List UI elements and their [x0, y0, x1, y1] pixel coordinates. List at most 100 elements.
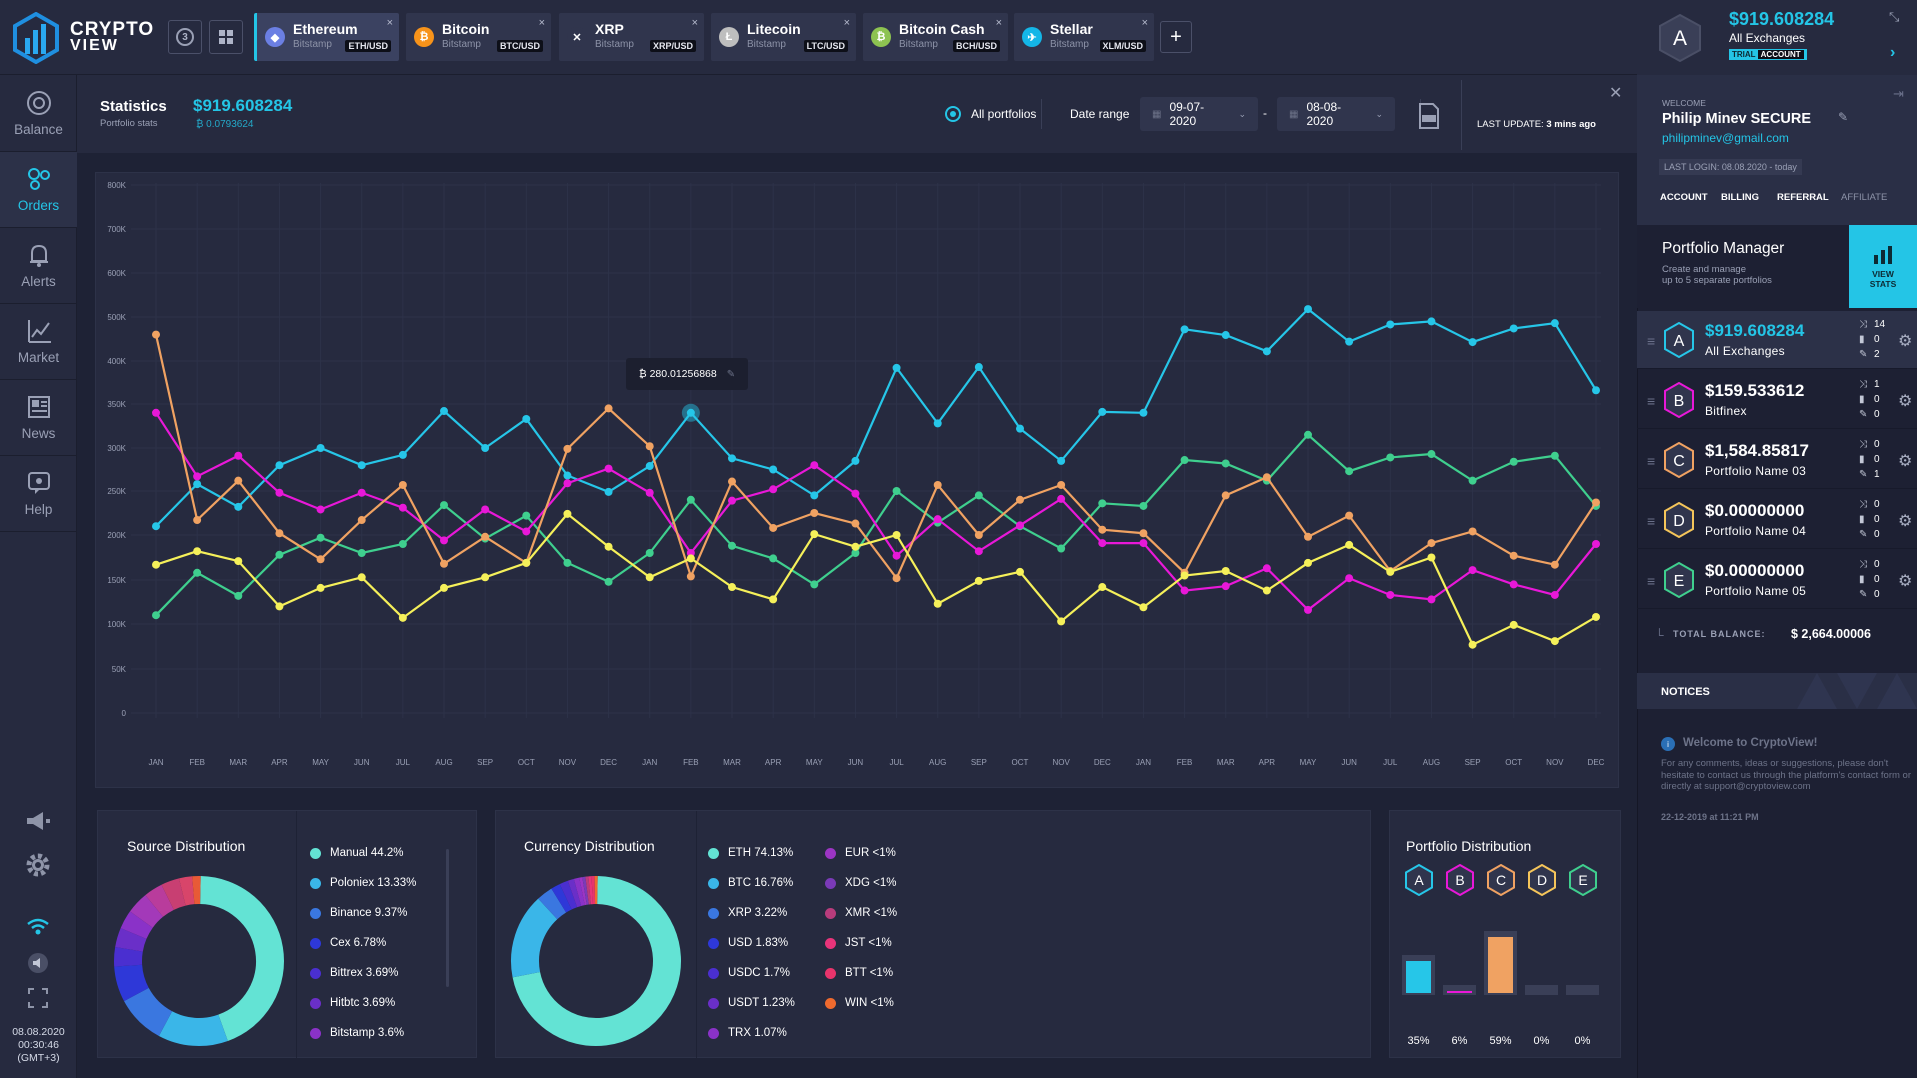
close-icon[interactable]: ×: [538, 17, 545, 29]
legend-label: JST <1%: [845, 937, 892, 949]
add-tab-button[interactable]: +: [1160, 21, 1192, 53]
layout-count-button[interactable]: 3: [168, 20, 202, 54]
y-tick-label: 100K: [107, 620, 126, 629]
portfolio-row-c[interactable]: ≡ C $1,584.85817 Portfolio Name 03 ⤨ 0 ▮ 0 ✎ 1 ⚙: [1637, 431, 1917, 489]
portfolio-hex-b[interactable]: B: [1445, 864, 1475, 896]
series-point: [1592, 386, 1600, 395]
account-tab-affiliate[interactable]: AFFILIATE: [1841, 192, 1888, 203]
date-from-picker[interactable]: ▦ 09-07-2020 ⌄: [1140, 97, 1258, 131]
collapse-icon[interactable]: ⤡: [1889, 9, 1900, 24]
series-point: [810, 461, 819, 470]
tab-pair: BTC/USD: [497, 40, 543, 52]
shuffle-icon: ⤨: [1859, 439, 1867, 450]
portfolio-hex-a[interactable]: A: [1404, 864, 1434, 896]
currency-legend-item: ETH 74.13%: [708, 847, 793, 859]
series-point: [1468, 566, 1477, 575]
legend-scrollbar[interactable]: [446, 849, 449, 987]
pencil-icon[interactable]: ✎: [726, 368, 736, 380]
portfolio-value: $159.533612: [1705, 381, 1805, 400]
series-point: [604, 404, 613, 413]
chevron-right-icon[interactable]: ›: [1890, 44, 1896, 61]
series-point: [193, 516, 202, 525]
x-tick-label: DEC: [1094, 758, 1111, 767]
nav-alerts[interactable]: Alerts: [0, 228, 77, 304]
x-tick-label: APR: [271, 758, 288, 767]
portfolio-settings-icon[interactable]: ⚙: [1898, 393, 1913, 410]
close-icon[interactable]: ×: [691, 17, 698, 29]
account-tab-account[interactable]: ACCOUNT: [1660, 192, 1708, 203]
close-icon[interactable]: ×: [995, 17, 1002, 29]
nav-orders[interactable]: Orders: [0, 152, 77, 228]
portfolio-filter[interactable]: All portfolios: [935, 97, 1046, 131]
close-icon[interactable]: ×: [843, 17, 850, 29]
portfolio-settings-icon[interactable]: ⚙: [1898, 453, 1913, 470]
account-avatar[interactable]: A: [1657, 13, 1703, 63]
series-point: [398, 540, 407, 548]
megaphone-icon[interactable]: [20, 806, 56, 836]
x-tick-label: MAR: [229, 758, 247, 767]
portfolio-settings-icon[interactable]: ⚙: [1898, 333, 1913, 350]
nav-help[interactable]: Help: [0, 456, 77, 532]
close-icon[interactable]: ×: [1141, 17, 1148, 29]
legend-dot: [310, 997, 321, 1009]
portfolio-hex-c[interactable]: C: [1486, 864, 1516, 896]
drag-handle-icon[interactable]: ≡: [1647, 453, 1656, 469]
last-update: LAST UPDATE: 3 mins ago: [1477, 119, 1596, 130]
close-icon[interactable]: ×: [386, 17, 393, 29]
portfolio-row-e[interactable]: ≡ E $0.00000000 Portfolio Name 05 ⤨ 0 ▮ 0 ✎ 0 ⚙: [1637, 551, 1917, 609]
series-point: [1427, 553, 1436, 562]
user-email[interactable]: philipminev@gmail.com: [1662, 131, 1789, 145]
currency-legend-item: WIN <1%: [825, 997, 894, 1009]
export-csv-button[interactable]: [1418, 103, 1440, 134]
drag-handle-icon[interactable]: ≡: [1647, 393, 1656, 409]
logout-icon[interactable]: ⇥: [1893, 86, 1904, 101]
portfolio-row-b[interactable]: ≡ B $159.533612 Bitfinex ⤨ 1 ▮ 0 ✎ 0 ⚙: [1637, 371, 1917, 429]
series-point: [604, 487, 613, 496]
currency-legend-item: BTT <1%: [825, 967, 893, 979]
sound-icon[interactable]: [20, 948, 56, 978]
tab-bitcoin[interactable]: ₿ Bitcoin Bitstamp BTC/USD ×: [406, 13, 551, 61]
drag-handle-icon[interactable]: ≡: [1647, 333, 1656, 349]
portfolio-settings-icon[interactable]: ⚙: [1898, 513, 1913, 530]
portfolio-hex-e[interactable]: E: [1568, 864, 1598, 896]
drag-handle-icon[interactable]: ≡: [1647, 573, 1656, 589]
portfolio-row-d[interactable]: ≡ D $0.00000000 Portfolio Name 04 ⤨ 0 ▮ 0 ✎ 0 ⚙: [1637, 491, 1917, 549]
edit-pencil-icon[interactable]: ✎: [1838, 110, 1849, 124]
portfolio-stat: ⤨ 0: [1859, 559, 1880, 570]
date-to-picker[interactable]: ▦ 08-08-2020 ⌄: [1277, 97, 1395, 131]
series-point: [851, 489, 860, 498]
tab-pair: LTC/USD: [803, 40, 848, 52]
nav-balance[interactable]: Balance: [0, 76, 77, 152]
app-logo[interactable]: CRYPTO VIEW: [12, 10, 162, 66]
nav-news[interactable]: News: [0, 380, 77, 456]
series-point: [152, 522, 160, 531]
view-stats-button[interactable]: VIEW STATS: [1849, 225, 1917, 308]
close-icon[interactable]: ✕: [1609, 85, 1623, 102]
grid-layout-button[interactable]: [209, 20, 243, 54]
portfolio-bar-label: 59%: [1489, 1035, 1512, 1047]
account-tab-billing[interactable]: BILLING: [1721, 192, 1759, 203]
series-point: [1509, 551, 1518, 560]
account-tab-referral[interactable]: REFERRAL: [1777, 192, 1829, 203]
series-point: [1509, 580, 1518, 589]
portfolio-hex-letter: A: [1414, 872, 1424, 888]
series-point: [1509, 457, 1518, 466]
nav-market[interactable]: Market: [0, 304, 77, 380]
series-point: [1427, 595, 1436, 604]
fullscreen-icon[interactable]: [20, 983, 56, 1013]
series-point: [1139, 539, 1148, 548]
nav-label: Alerts: [21, 274, 56, 289]
source-donut-chart: [114, 876, 284, 1046]
portfolio-settings-icon[interactable]: ⚙: [1898, 573, 1913, 590]
tab-litecoin[interactable]: Ł Litecoin Bitstamp LTC/USD ×: [711, 13, 856, 61]
portfolio-hex-d[interactable]: D: [1527, 864, 1557, 896]
x-tick-label: FEB: [1177, 758, 1193, 767]
tab-stellar[interactable]: ✈ Stellar Bitstamp XLM/USD ×: [1014, 13, 1154, 61]
x-tick-label: JAN: [1136, 758, 1151, 767]
settings-gear-icon[interactable]: [20, 850, 56, 880]
drag-handle-icon[interactable]: ≡: [1647, 513, 1656, 529]
tab-ethereum[interactable]: ◆ Ethereum Bitstamp ETH/USD ×: [254, 13, 399, 61]
tab-xrp[interactable]: ✕ XRP Bitstamp XRP/USD ×: [559, 13, 704, 61]
tab-bitcoin-cash[interactable]: ₿ Bitcoin Cash Bitstamp BCH/USD ×: [863, 13, 1008, 61]
portfolio-row-a[interactable]: ≡ A $919.608284 All Exchanges ⤨ 14 ▮ 0 ✎ 2 ⚙: [1637, 311, 1917, 369]
